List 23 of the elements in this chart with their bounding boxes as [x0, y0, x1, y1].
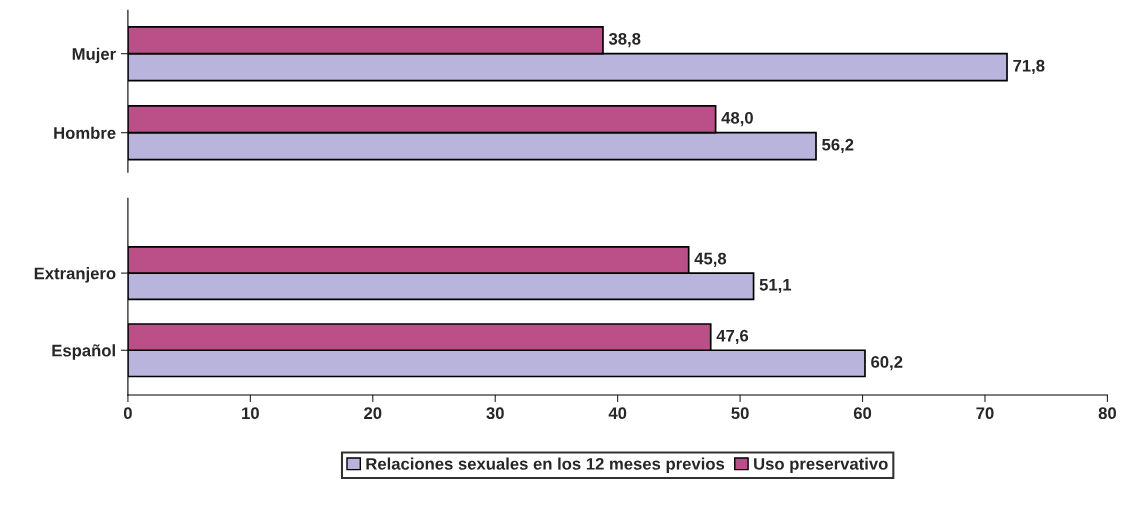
legend-label: Relaciones sexuales en los 12 meses previos — [366, 457, 725, 474]
x-tick-label: 50 — [731, 407, 749, 420]
x-tick-label: 60 — [853, 407, 872, 420]
data-label: 48,0 — [721, 111, 753, 127]
x-tick-label: 20 — [364, 407, 382, 420]
data-label: 47,6 — [716, 329, 749, 345]
x-tick-label: 30 — [486, 407, 504, 420]
y-tick-label: Hombre — [54, 126, 116, 139]
x-tick-label: 80 — [1098, 407, 1116, 420]
data-label: 51,1 — [759, 279, 792, 294]
data-label: 60,2 — [871, 356, 903, 371]
legend-label: Uso preservativo — [754, 457, 888, 474]
y-tick-label: Extranjero — [34, 267, 116, 283]
y-tick-label: Español — [52, 344, 115, 360]
x-tick-label: 70 — [976, 407, 994, 420]
data-label: 38,8 — [608, 32, 641, 48]
data-label: 71,8 — [1013, 59, 1045, 74]
data-label: 45,8 — [694, 252, 727, 267]
x-tick-label: 10 — [242, 407, 259, 420]
x-tick-label: 0 — [123, 407, 132, 420]
y-tick-label: Mujer — [72, 47, 116, 64]
x-tick-label: 40 — [608, 407, 627, 420]
data-label: 56,2 — [822, 138, 854, 154]
